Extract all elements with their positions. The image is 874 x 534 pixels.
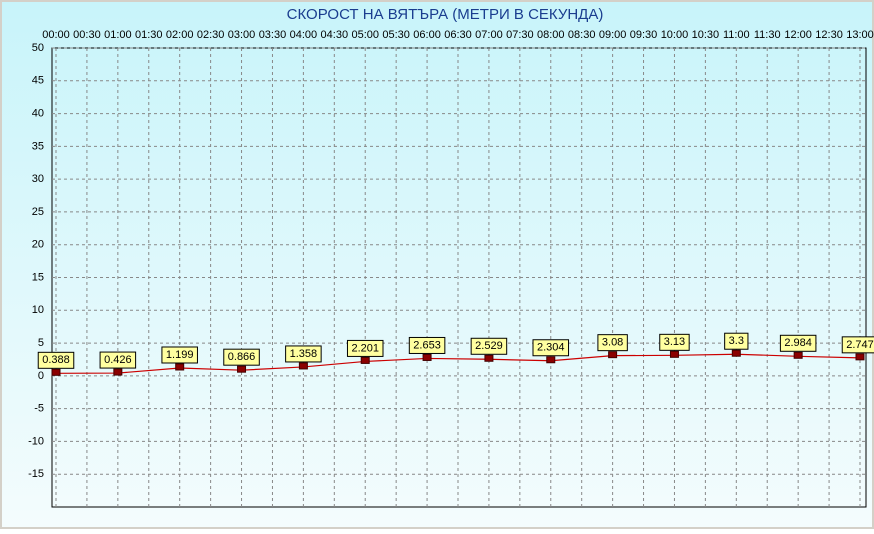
x-tick-label: 10:30 — [692, 29, 720, 41]
x-tick-label: 00:30 — [73, 29, 101, 41]
x-tick-label: 02:00 — [166, 29, 194, 41]
data-label-box — [408, 336, 446, 354]
data-label: 1.199 — [166, 349, 194, 361]
data-label-box — [779, 334, 817, 352]
x-tick-label: 04:00 — [290, 29, 318, 41]
y-tick-label: 10 — [32, 304, 44, 316]
x-tick-label: 06:00 — [413, 29, 441, 41]
data-label-box — [724, 332, 749, 350]
chart-title: СКОРОСТ НА ВЯТЪРА (МЕТРИ В СЕКУНДА) — [287, 6, 604, 23]
point-marker — [237, 365, 247, 373]
data-label-box — [659, 333, 690, 351]
y-tick-label: 30 — [32, 173, 44, 185]
y-tick-label: 15 — [32, 271, 44, 283]
x-tick-label: 13:00 — [846, 29, 874, 41]
data-label: 2.984 — [784, 337, 812, 349]
x-tick-label: 07:00 — [475, 29, 503, 41]
y-tick-label: 35 — [32, 140, 44, 152]
y-tick-label: 40 — [32, 107, 44, 119]
data-label: 3.08 — [602, 337, 623, 349]
y-tick-label: -10 — [28, 435, 44, 447]
point-marker — [113, 368, 123, 376]
data-label: 0.388 — [42, 354, 70, 366]
data-label-box — [597, 334, 628, 352]
x-tick-label: 07:30 — [506, 29, 534, 41]
data-label-box — [532, 339, 570, 357]
background — [2, 2, 872, 527]
point-marker — [793, 351, 803, 359]
x-tick-label: 01:30 — [135, 29, 163, 41]
x-tick-label: 03:30 — [259, 29, 287, 41]
x-tick-label: 11:30 — [754, 29, 781, 41]
x-tick-label: 01:00 — [104, 29, 132, 41]
data-label: 0.866 — [228, 351, 256, 363]
y-tick-label: 25 — [32, 206, 44, 218]
data-label-box — [161, 346, 198, 364]
data-label: 2.747 — [846, 339, 874, 351]
y-tick-label: 20 — [32, 239, 44, 251]
data-label: 3.3 — [729, 335, 744, 347]
data-label-box — [470, 337, 508, 355]
y-tick-label: 50 — [32, 42, 44, 54]
x-tick-label: 06:30 — [444, 29, 472, 41]
point-marker — [484, 354, 494, 362]
y-tick-label: -5 — [34, 403, 44, 415]
x-tick-label: 08:30 — [568, 29, 596, 41]
data-label: 2.653 — [413, 339, 441, 351]
point-marker — [360, 356, 370, 364]
data-label: 2.529 — [475, 340, 503, 352]
data-label-box — [37, 351, 75, 369]
x-tick-label: 11:00 — [723, 29, 750, 41]
data-label: 0.426 — [104, 354, 132, 366]
data-label-box — [841, 336, 874, 354]
x-tick-label: 12:30 — [815, 29, 843, 41]
point-marker — [669, 350, 679, 358]
x-tick-label: 09:00 — [599, 29, 627, 41]
x-tick-label: 04:30 — [321, 29, 349, 41]
y-tick-label: 5 — [38, 337, 44, 349]
point-marker — [546, 356, 556, 364]
point-marker — [608, 351, 618, 359]
data-label: 2.304 — [537, 342, 565, 354]
x-tick-label: 09:30 — [630, 29, 658, 41]
x-tick-label: 10:00 — [661, 29, 689, 41]
data-label-box — [223, 348, 260, 366]
point-marker — [422, 353, 432, 361]
point-marker — [731, 349, 741, 357]
point-marker — [855, 353, 865, 361]
x-tick-label: 00:00 — [42, 29, 70, 41]
x-tick-label: 12:00 — [784, 29, 812, 41]
x-tick-label: 08:00 — [537, 29, 565, 41]
data-label-box — [346, 339, 384, 357]
x-tick-label: 05:00 — [351, 29, 379, 41]
y-tick-label: 0 — [38, 370, 44, 382]
point-marker — [51, 368, 61, 376]
x-tick-label: 05:30 — [382, 29, 410, 41]
x-tick-label: 03:00 — [228, 29, 256, 41]
point-marker — [298, 362, 308, 370]
data-line — [55, 353, 861, 374]
data-label: 2.201 — [351, 342, 379, 354]
data-label: 3.13 — [664, 336, 685, 348]
point-marker — [175, 363, 185, 371]
data-label-box — [99, 351, 137, 369]
x-tick-label: 02:30 — [197, 29, 225, 41]
data-label: 1.358 — [290, 348, 318, 360]
y-tick-label: -15 — [28, 468, 44, 480]
data-label-box — [285, 345, 322, 363]
y-tick-label: 45 — [32, 75, 44, 87]
